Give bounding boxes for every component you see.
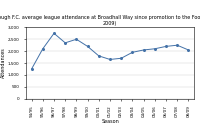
Y-axis label: Attendances: Attendances bbox=[1, 48, 6, 78]
X-axis label: Season: Season bbox=[101, 119, 119, 124]
Title: Stevenage Borough F.C. average league attendance at Broadhall Way since promotio: Stevenage Borough F.C. average league at… bbox=[0, 15, 200, 26]
